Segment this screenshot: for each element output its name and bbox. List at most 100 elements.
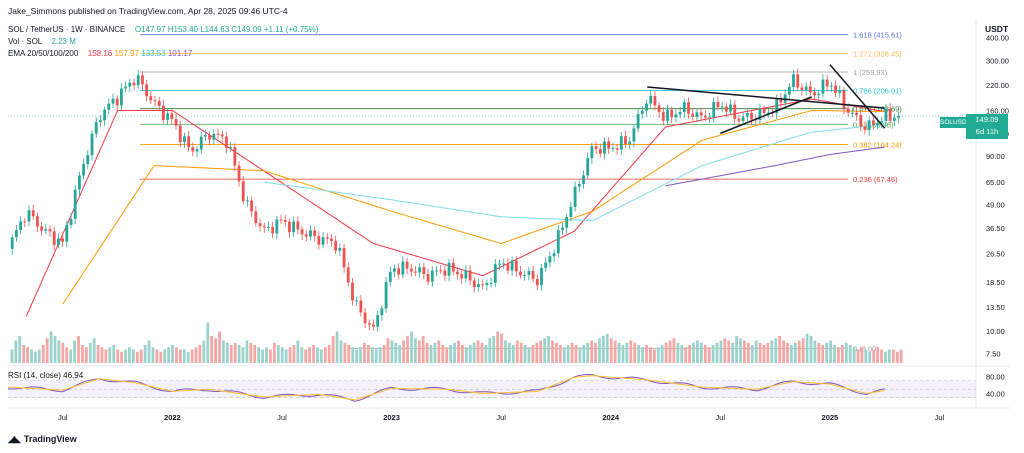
tradingview-logo[interactable]: ◢◣ TradingView (8, 434, 77, 445)
volume-bar (272, 342, 276, 363)
volume-bar (92, 338, 96, 363)
volume-bar (746, 342, 750, 363)
ema-label[interactable]: EMA 20/50/100/200 (8, 49, 79, 58)
candle-body (317, 235, 321, 245)
candle-body (804, 86, 808, 91)
volume-bar (178, 349, 182, 363)
candle-body (36, 216, 39, 227)
candle-body (275, 219, 279, 234)
volume-label[interactable]: Vol · SOL (8, 37, 42, 46)
volume-bar (472, 342, 476, 363)
candle-body (300, 229, 304, 235)
volume-bar (30, 349, 33, 363)
candle-body (233, 147, 237, 166)
candle-body (174, 119, 178, 126)
candle-body (363, 312, 367, 324)
volume-bar (41, 345, 45, 363)
time-tick-label: 2022 (164, 413, 181, 422)
candle-body (212, 133, 216, 140)
brand-name: TradingView (23, 434, 77, 444)
candle-body (796, 74, 800, 88)
volume-bar (186, 351, 190, 363)
volume-bar (664, 342, 668, 363)
volume-bar (578, 347, 582, 363)
candle-body (439, 270, 443, 272)
candle-body (153, 100, 157, 102)
candle-body (808, 86, 812, 93)
volume-bar (237, 345, 241, 363)
candle-body (712, 101, 716, 118)
volume-bar (641, 347, 644, 363)
candle-body (397, 268, 401, 275)
volume-bar (711, 345, 715, 363)
candle-body (208, 134, 212, 140)
volume-bar (723, 338, 727, 363)
candle-body (611, 148, 615, 150)
volume-bar (801, 338, 805, 363)
volume-bar (316, 347, 319, 363)
candle-body (435, 270, 438, 272)
candle-body (107, 103, 111, 110)
candle-body (619, 136, 623, 150)
volume-bar (856, 349, 860, 363)
volume-bar (81, 345, 84, 363)
volume-bar (143, 345, 147, 363)
volume-bar (519, 342, 523, 363)
candle-body (850, 112, 854, 114)
candle-body (863, 126, 867, 131)
volume-bar (370, 347, 374, 363)
volume-bar (280, 347, 284, 363)
candle-body (552, 253, 556, 257)
candle-body (573, 186, 577, 207)
volume-bar (562, 347, 566, 363)
candle-body (157, 100, 161, 106)
candle-body (846, 108, 850, 113)
candle-body (628, 141, 632, 145)
volume-bar (296, 340, 300, 363)
volume-bar (887, 349, 891, 363)
bar-countdown: 6d 11h (975, 127, 999, 136)
rsi-legend[interactable]: RSI (14, close) 46.94 (8, 371, 84, 380)
candle-body (40, 226, 44, 231)
volume-bar (429, 345, 433, 363)
candle-body (603, 141, 606, 154)
candle-body (514, 260, 518, 272)
candle-body (745, 112, 749, 117)
candle-body (544, 262, 548, 268)
volume-bar (53, 336, 57, 363)
candle-body (758, 108, 762, 121)
trendline (647, 86, 885, 109)
ema200-line (665, 146, 885, 187)
volume-bar (703, 345, 707, 363)
candle-body (661, 112, 665, 121)
volume-bar (124, 349, 127, 363)
candle-body (577, 184, 581, 187)
candle-body (493, 264, 497, 283)
volume-bar (386, 338, 390, 363)
price-tick-label: 300.00 (986, 57, 1009, 66)
volume-bar (378, 347, 382, 363)
volume-bar (190, 349, 194, 363)
rsi-pane (7, 365, 1010, 402)
volume-bar (766, 342, 770, 363)
volume-bar (860, 347, 864, 363)
fib-label: 1.618 (415.61) (853, 31, 902, 40)
volume-bar (750, 345, 754, 363)
candle-body (867, 120, 871, 131)
volume-bar (88, 342, 92, 363)
price-tick-label: 26.50 (986, 249, 1005, 258)
volume-bar (22, 345, 26, 363)
candle-body (145, 84, 149, 97)
volume-bar (774, 338, 778, 363)
volume-bar (167, 347, 171, 363)
volume-bar (515, 340, 519, 363)
volume-bar (696, 340, 699, 363)
time-tick-label: Jul (58, 413, 68, 422)
ema20-value: 158.16 (87, 49, 113, 58)
volume-bar (594, 342, 597, 363)
volume-bar (135, 351, 139, 363)
candle-body (624, 136, 627, 145)
candle-body (401, 261, 405, 275)
candle-body (409, 268, 413, 272)
symbol-name[interactable]: SOL / TetherUS · 1W · BINANCE (8, 25, 126, 34)
